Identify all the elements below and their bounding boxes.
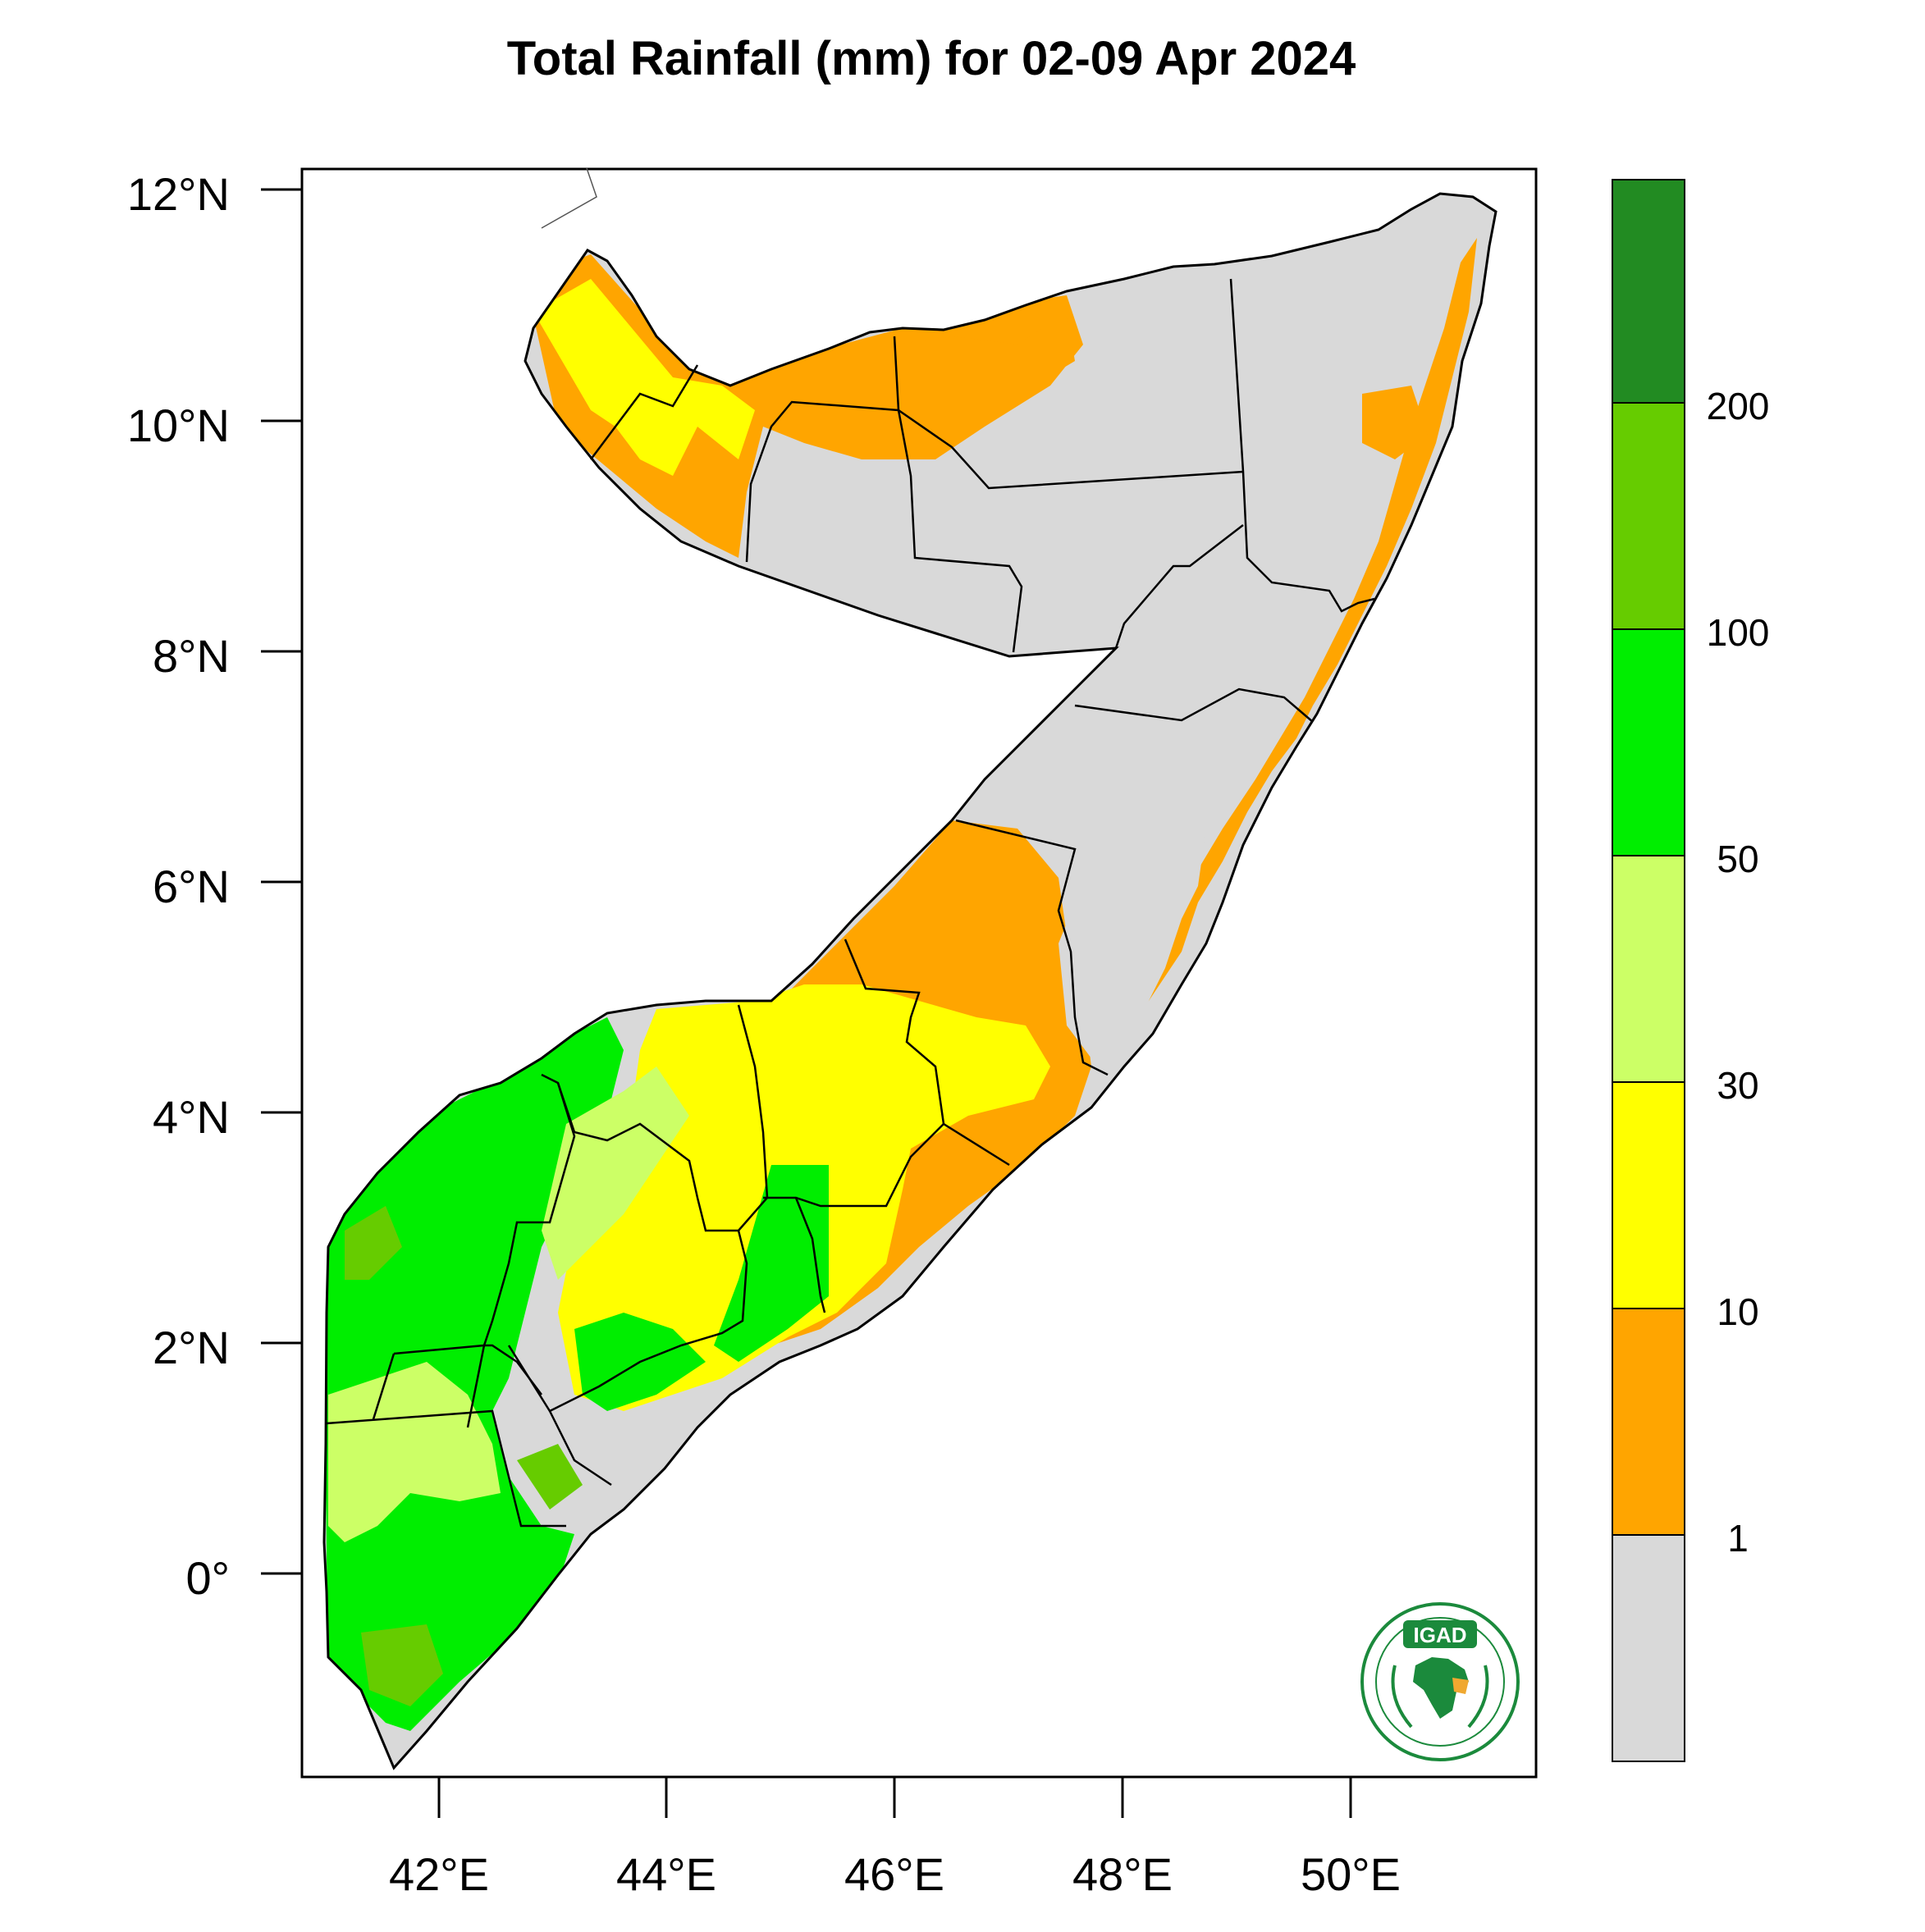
igad-logo: IGAD (1360, 1602, 1520, 1761)
lon-label-48e: 48°E (1072, 1848, 1173, 1900)
lat-label-equator: 0° (185, 1552, 230, 1604)
colorbar-bin-1-10 (1612, 1309, 1685, 1535)
lat-label-6n: 6°N (153, 861, 230, 912)
lon-label-44e: 44°E (615, 1848, 717, 1900)
colorbar-bin-30-50 (1612, 856, 1685, 1082)
lon-label-42e: 42°E (388, 1848, 490, 1900)
lat-ticks (261, 188, 302, 1575)
lon-label-46e: 46°E (844, 1848, 945, 1900)
colorbar-label-200: 200 (1706, 385, 1770, 427)
colorbar-label-100: 100 (1706, 611, 1770, 654)
colorbar-bin-100-200 (1612, 403, 1685, 629)
igad-logo-text: IGAD (1414, 1623, 1467, 1647)
map-title: Total Rainfall (mm) for 02-09 Apr 2024 (506, 32, 1356, 85)
colorbar-label-50: 50 (1717, 838, 1759, 880)
country-outline (322, 192, 1497, 1770)
colorbar-label-1: 1 (1727, 1517, 1749, 1560)
colorbar-label-30: 30 (1717, 1064, 1759, 1107)
region-borders (326, 278, 1375, 1528)
colorbar-bin-10-30 (1612, 1082, 1685, 1309)
lat-label-10n: 10°N (126, 400, 230, 451)
colorbar-bin-lt1 (1612, 1535, 1685, 1761)
neighbor-border (541, 167, 597, 229)
lat-label-8n: 8°N (153, 630, 230, 682)
lat-label-12n: 12°N (126, 168, 230, 220)
lat-label-4n: 4°N (153, 1091, 230, 1143)
colorbar (1612, 179, 1685, 1762)
colorbar-label-10: 10 (1717, 1290, 1759, 1333)
lon-label-50e: 50°E (1300, 1848, 1401, 1900)
lon-ticks (437, 1777, 1352, 1818)
colorbar-bin-gt200 (1612, 180, 1685, 403)
colorbar-bin-50-100 (1612, 629, 1685, 856)
lat-label-2n: 2°N (153, 1322, 230, 1373)
